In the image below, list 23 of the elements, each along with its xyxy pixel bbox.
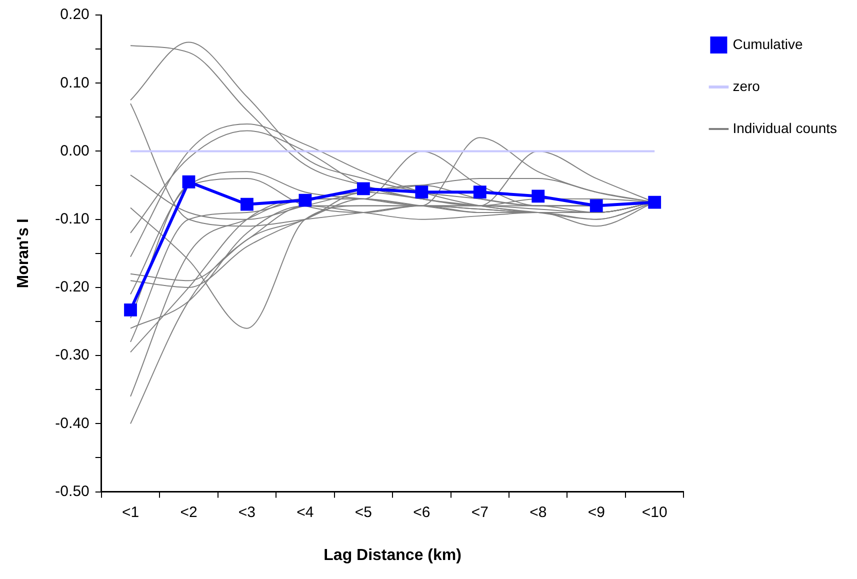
y-tick-label: -0.30 [55, 346, 90, 364]
y-tick-label: 0.00 [60, 142, 90, 160]
x-tick-label: <8 [530, 504, 547, 521]
y-tick-label: -0.20 [55, 278, 90, 296]
x-tick-label: <10 [642, 504, 668, 521]
x-tick-label: <7 [471, 504, 488, 521]
legend-label: zero [732, 78, 760, 94]
y-tick-label: -0.50 [55, 482, 90, 500]
legend-label: Cumulative [732, 36, 803, 52]
legend-label: Individual counts [732, 120, 838, 136]
x-tick-label: <2 [180, 504, 198, 521]
x-axis-title: Lag Distance (km) [324, 546, 462, 564]
y-tick-label: -0.10 [55, 210, 90, 228]
x-tick-label: <5 [354, 504, 372, 521]
y-tick-label: 0.20 [60, 6, 90, 24]
x-tick-label: <1 [122, 504, 140, 521]
x-tick-label: <6 [413, 504, 430, 521]
x-tick-label: <4 [296, 504, 314, 521]
y-tick-label: 0.10 [60, 74, 90, 92]
x-tick-label: <9 [588, 504, 605, 521]
x-tick-label: <3 [238, 504, 256, 521]
y-tick-label: -0.40 [55, 414, 90, 432]
y-axis-title: Moran's I [15, 218, 32, 288]
